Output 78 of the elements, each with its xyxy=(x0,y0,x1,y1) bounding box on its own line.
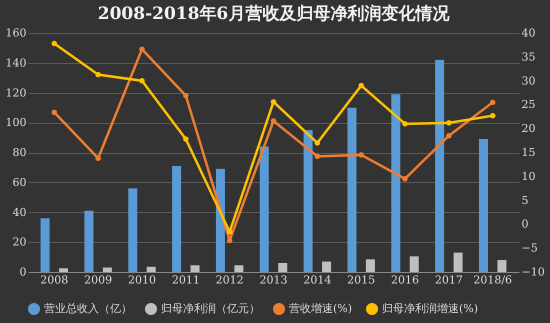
bar xyxy=(391,94,400,272)
y-tick-label: 60 xyxy=(12,176,26,189)
x-tick-label: 2008 xyxy=(40,274,68,286)
y-tick-label: 0 xyxy=(20,266,26,278)
bar xyxy=(234,265,244,272)
y2-tick-label: −10 xyxy=(522,266,545,278)
y2-tick-label: 5 xyxy=(522,194,528,207)
point xyxy=(52,40,58,46)
y2-tick-label: 20 xyxy=(522,122,536,136)
x-tick-label: 2018/6 xyxy=(473,274,512,286)
point xyxy=(226,229,232,235)
bar xyxy=(102,268,112,272)
y2-tick-label: 40 xyxy=(522,26,536,40)
bar xyxy=(40,218,50,272)
point xyxy=(95,156,101,161)
chart-title: 2008-2018年6月营收及归母净利润变化情况 xyxy=(98,4,450,24)
point xyxy=(402,176,408,182)
bar xyxy=(128,188,138,272)
point xyxy=(446,120,452,126)
point xyxy=(52,110,58,116)
bar xyxy=(347,108,356,272)
x-tick-label: 2015 xyxy=(347,274,376,286)
bar xyxy=(59,268,68,272)
y2-tick-label: 0 xyxy=(522,218,528,231)
x-tick-label: 2013 xyxy=(260,274,288,286)
y-tick-label: 140 xyxy=(6,56,26,70)
bar xyxy=(172,166,182,272)
point xyxy=(95,72,101,78)
bar xyxy=(322,262,332,272)
y-tick-label: 40 xyxy=(12,206,26,219)
x-tick-label: 2017 xyxy=(434,274,463,286)
legend-label: 归母净利润（亿元） xyxy=(161,302,260,315)
point xyxy=(314,154,320,160)
x-tick-label: 2014 xyxy=(303,274,332,286)
point xyxy=(139,78,145,84)
y2-tick-label: 10 xyxy=(522,170,536,183)
y-tick-label: 160 xyxy=(6,26,26,40)
y2-tick-label: 25 xyxy=(522,98,536,112)
point xyxy=(270,99,276,105)
point xyxy=(490,112,496,118)
x-tick-label: 2010 xyxy=(128,274,156,286)
bar xyxy=(454,252,463,272)
legend-label: 营业总收入（亿） xyxy=(44,302,132,315)
point xyxy=(402,121,408,127)
y-tick-label: 80 xyxy=(12,146,26,159)
bar xyxy=(497,260,506,272)
x-tick-label: 2011 xyxy=(172,274,200,286)
x-tick-label: 2016 xyxy=(391,274,420,286)
y2-tick-label: 15 xyxy=(522,146,536,159)
legend-label: 营收增速(%) xyxy=(289,302,352,315)
y2-tick-label: 35 xyxy=(522,50,536,64)
bar xyxy=(366,259,375,272)
bar xyxy=(410,256,419,272)
bar xyxy=(84,210,94,272)
y-tick-label: 120 xyxy=(6,86,26,100)
legend-label: 归母净利润增速(%) xyxy=(382,302,478,315)
bar xyxy=(304,130,313,272)
bar xyxy=(146,266,156,272)
x-tick-label: 2009 xyxy=(84,274,112,286)
x-tick-label: 2012 xyxy=(216,274,244,286)
y-tick-label: 20 xyxy=(12,236,26,249)
bar xyxy=(278,263,288,272)
point xyxy=(358,152,364,158)
bar xyxy=(260,146,269,272)
bar xyxy=(190,265,200,272)
point xyxy=(314,140,320,146)
y-tick-label: 100 xyxy=(6,116,26,130)
bar xyxy=(478,139,488,272)
y2-tick-label: 30 xyxy=(522,74,536,88)
point xyxy=(490,100,496,106)
point xyxy=(183,136,189,142)
point xyxy=(358,82,364,88)
point xyxy=(183,92,189,98)
y2-tick-label: −5 xyxy=(522,242,538,255)
point xyxy=(270,118,276,124)
point xyxy=(139,46,145,52)
bar xyxy=(435,60,444,272)
point xyxy=(446,133,452,139)
